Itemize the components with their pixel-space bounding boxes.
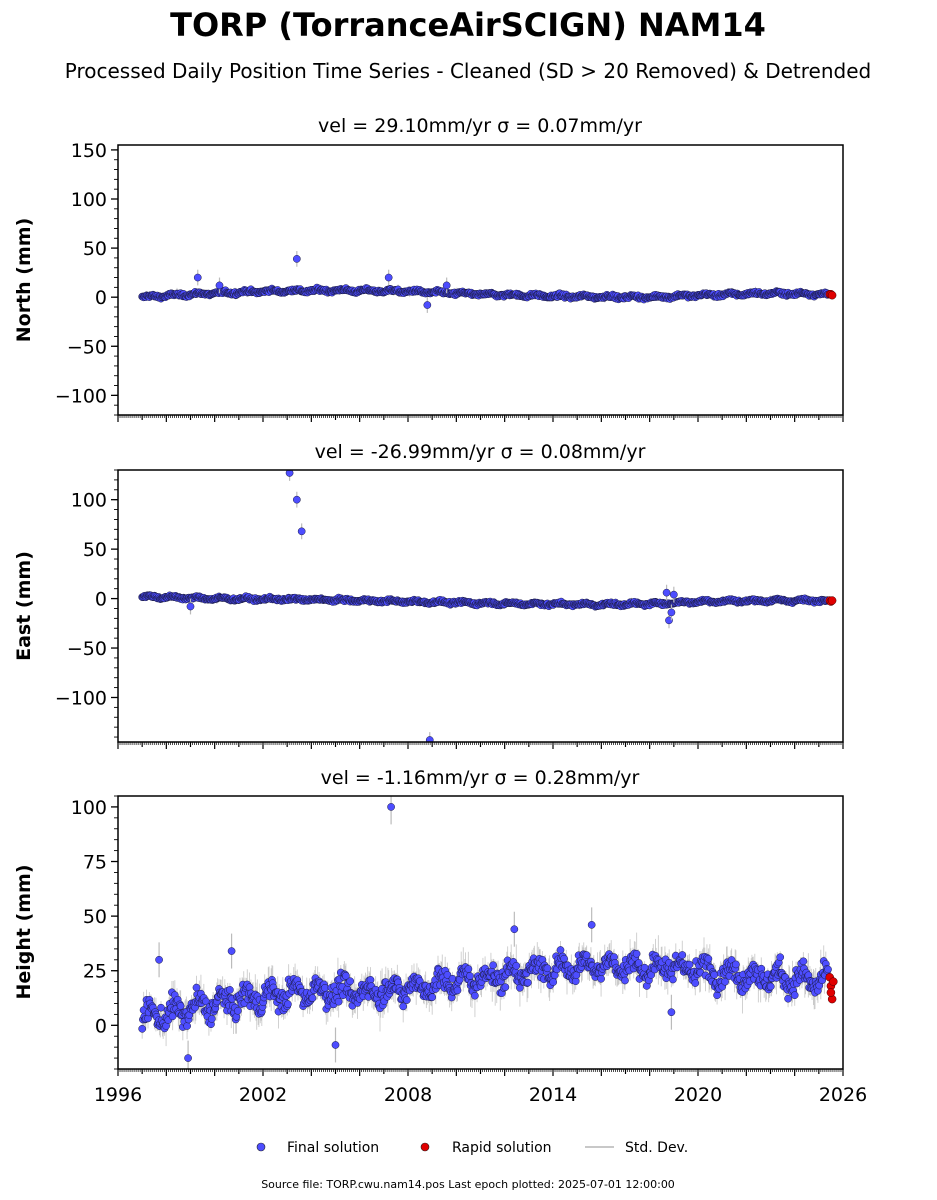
panel-east-ytick-label: 50 xyxy=(83,539,107,561)
panel-east-outlier-point xyxy=(662,588,671,597)
panel-east-ytick-label: 100 xyxy=(71,490,107,512)
panel-north-outlier-point xyxy=(292,255,301,263)
panel-north-outlier-point xyxy=(193,273,202,282)
panel-east-outlier-point xyxy=(297,527,306,536)
panel-east-ytick-label: −50 xyxy=(67,638,107,660)
panel-east-outlier-point xyxy=(667,608,676,617)
panel-height-ylabel: Height (mm) xyxy=(13,864,35,999)
panel-east-frame xyxy=(117,469,844,743)
panel-east-outlier-point xyxy=(292,495,301,504)
figure-subtitle: Processed Daily Position Time Series - C… xyxy=(65,59,871,83)
panel-north-ylabel: North (mm) xyxy=(13,218,35,343)
panel-east-outlier-point xyxy=(669,590,678,599)
panel-north-ytick-label: −100 xyxy=(55,385,107,407)
figure-title: TORP (TorranceAirSCIGN) NAM14 xyxy=(170,6,766,44)
panel-east-outlier-point xyxy=(186,602,195,611)
panel-east-ylabel: East (mm) xyxy=(13,551,35,661)
panel-east: vel = -26.99mm/yr σ = 0.08mm/yr East (mm… xyxy=(13,441,844,749)
panel-north-plot-area: −100 −50 0 50 100 150 xyxy=(55,140,844,422)
panel-north-outlier-point xyxy=(442,281,451,290)
panel-east-outlier-point xyxy=(425,736,434,742)
panel-north-frame xyxy=(117,144,844,416)
panel-north-ytick-label: 100 xyxy=(71,189,107,211)
panel-east-outlier-point xyxy=(285,470,294,477)
panel-north-rapid-point xyxy=(827,290,837,300)
panel-east-outlier-point xyxy=(665,616,673,625)
panel-east-ytick-label: −100 xyxy=(55,687,107,709)
panel-height: vel = -1.16mm/yr σ = 0.28mm/yr Height (m… xyxy=(13,767,867,1106)
panel-east-rapid-point xyxy=(827,596,837,605)
panel-north-outlier-point xyxy=(423,301,432,309)
panel-height-title: vel = -1.16mm/yr σ = 0.28mm/yr xyxy=(321,767,640,789)
panel-north-outlier-point xyxy=(215,281,224,290)
panel-north-outlier-point xyxy=(384,273,393,282)
panel-east-plot-area: −100 −50 0 50 100 xyxy=(55,469,844,749)
panel-north-title: vel = 29.10mm/yr σ = 0.07mm/yr xyxy=(318,115,642,137)
panel-north-ytick-label: −50 xyxy=(67,336,107,358)
panel-north-ytick-label: 150 xyxy=(71,140,107,162)
panel-north: vel = 29.10mm/yr σ = 0.07mm/yr North (mm… xyxy=(13,115,844,422)
panel-east-title: vel = -26.99mm/yr σ = 0.08mm/yr xyxy=(315,441,646,463)
panel-east-ytick-label: 0 xyxy=(95,589,107,611)
panel-north-ytick-label: 0 xyxy=(95,287,107,309)
panel-north-ytick-label: 50 xyxy=(83,238,107,260)
